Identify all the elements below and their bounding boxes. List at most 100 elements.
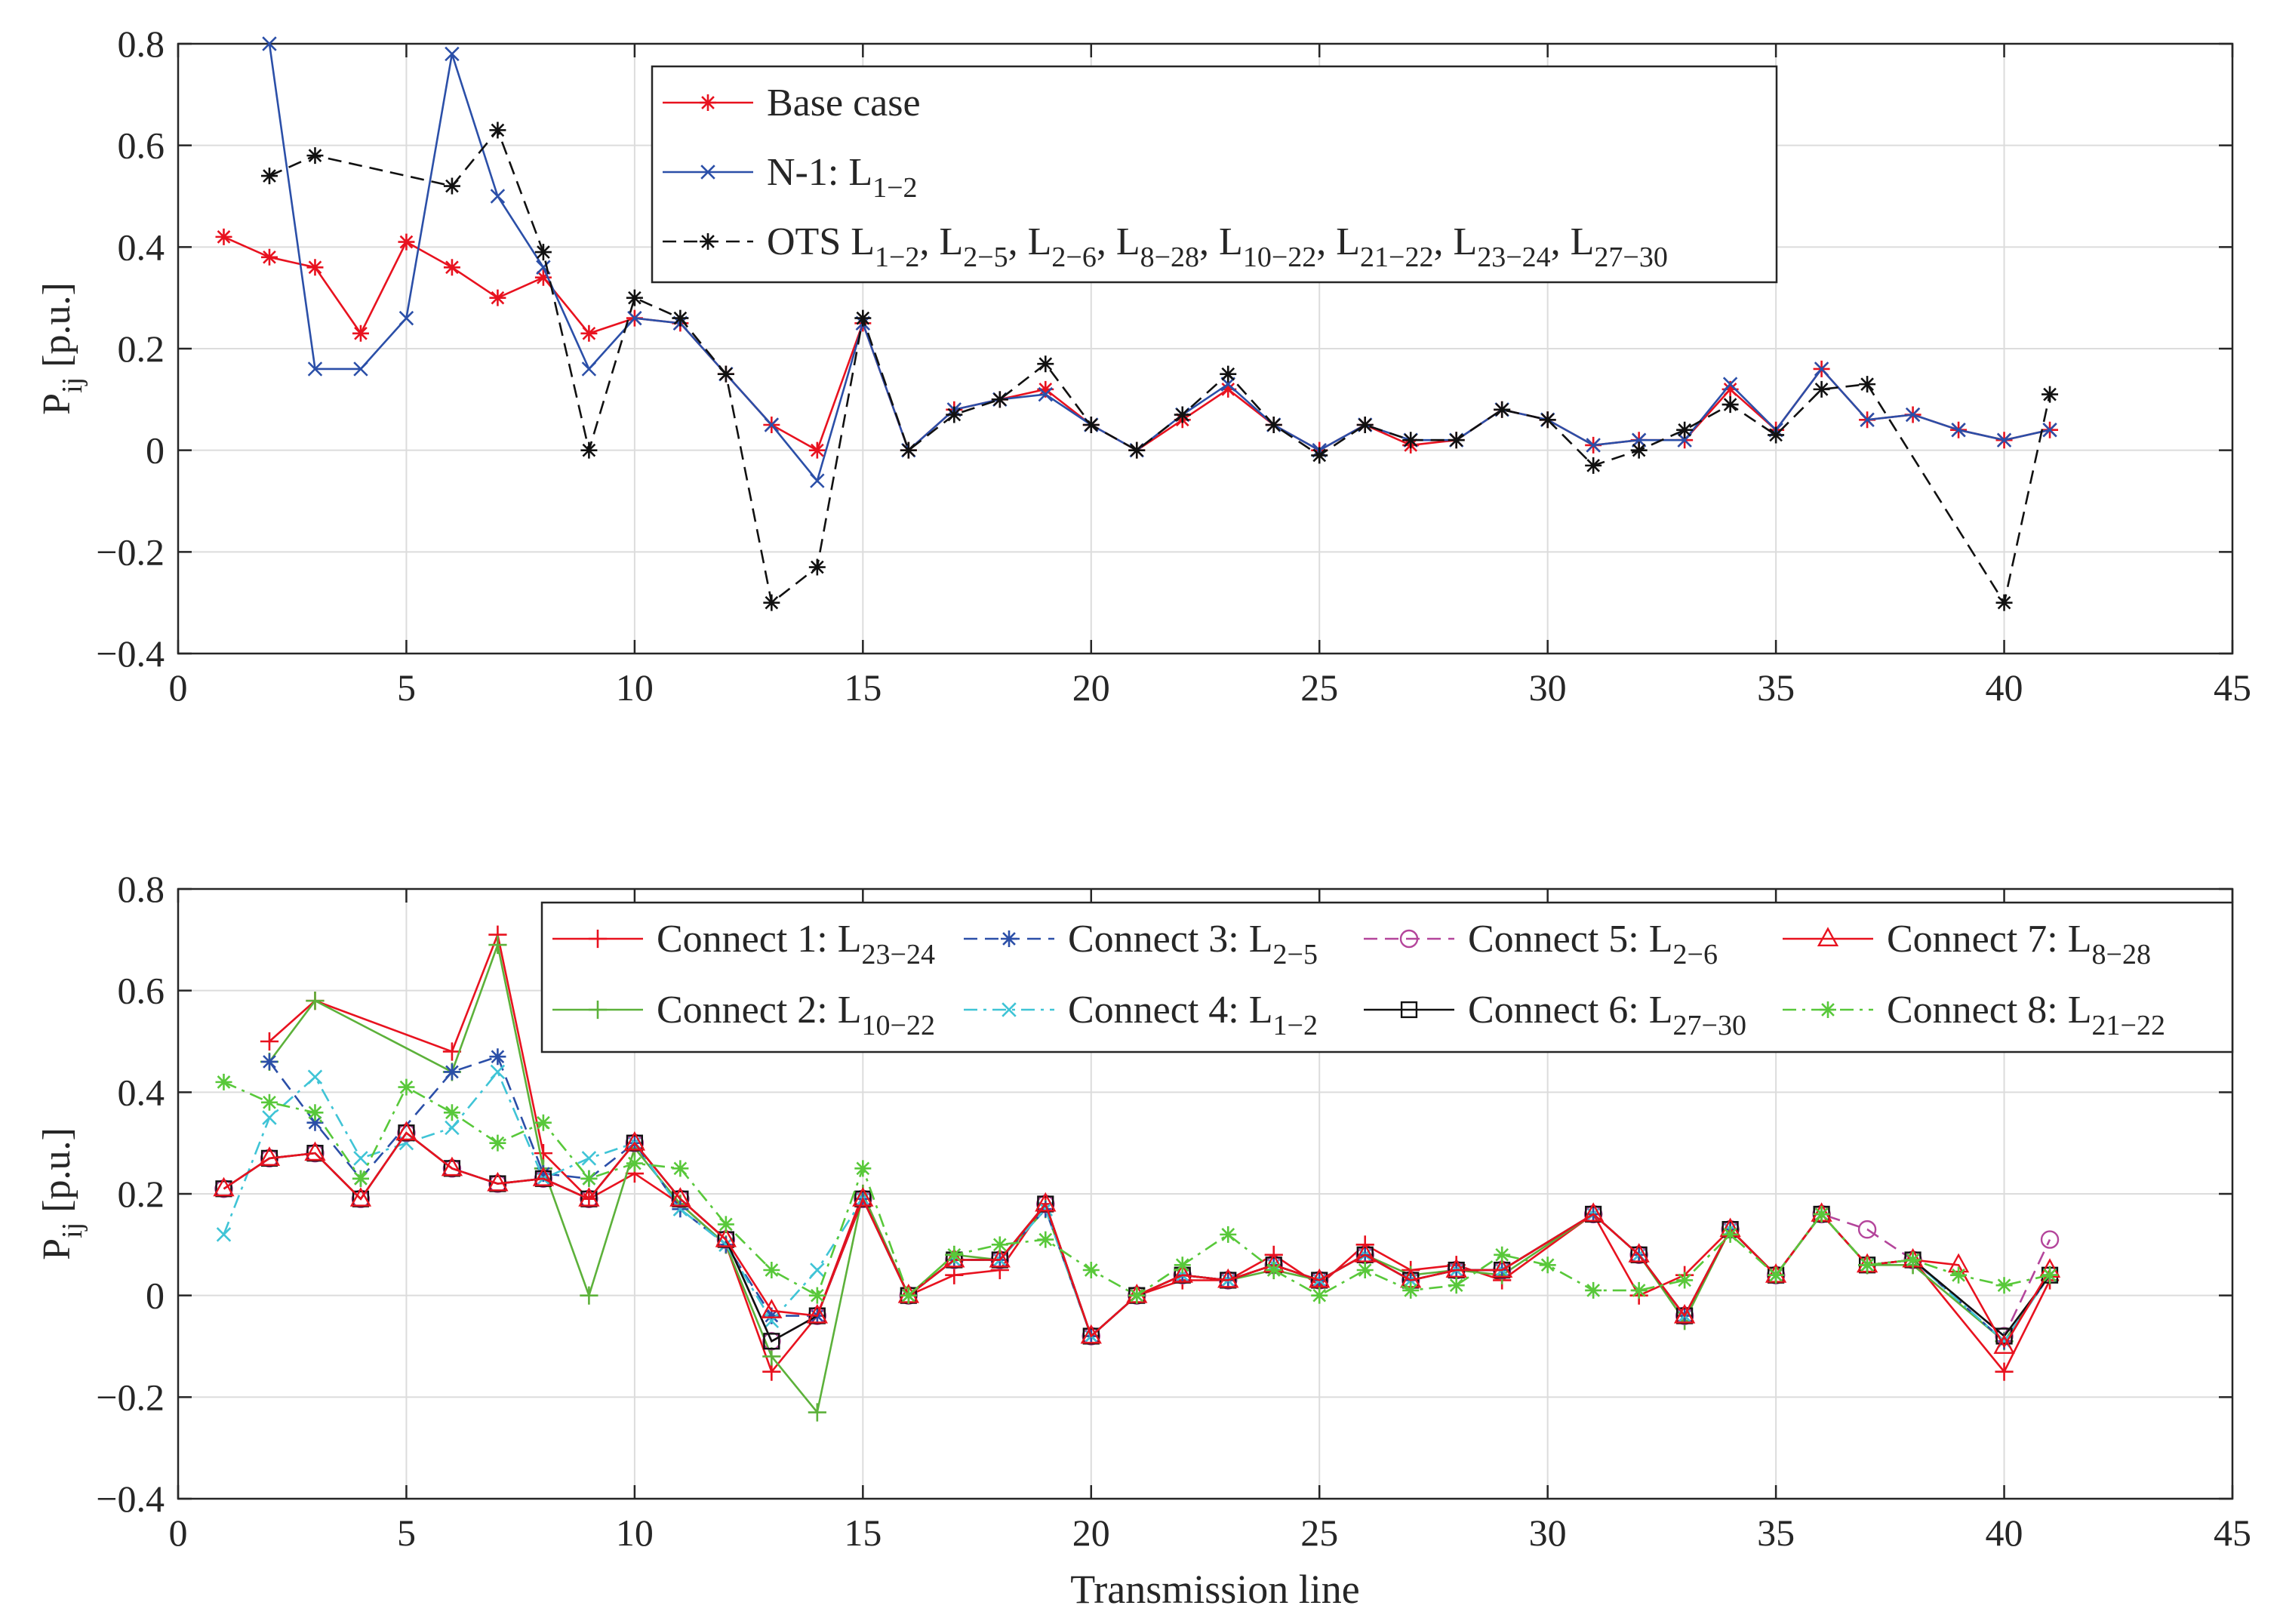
data-point (1995, 594, 2013, 611)
y-axis-label: Pij [p.u.] (35, 282, 88, 415)
data-point (1082, 1262, 1100, 1278)
data-point (808, 1287, 826, 1304)
data-point (1174, 1256, 1191, 1274)
data-point (1860, 412, 1875, 427)
data-point (2040, 1230, 2060, 1249)
data-point (307, 361, 323, 377)
data-point (1674, 1303, 1696, 1324)
data-point (808, 1403, 826, 1422)
data-point (1993, 1334, 2015, 1354)
data-point (1539, 1256, 1556, 1274)
data-point (260, 168, 278, 185)
top-panel: 0 5 10 15 20 25 30 35 40 45 −0.4 −0.2 0 0.2 0.4 0.6 0.8 P… (35, 23, 2251, 709)
data-point (306, 992, 325, 1010)
data-point (1586, 438, 1601, 453)
legend-marker (700, 94, 716, 111)
series-8 (215, 1073, 2059, 1304)
x-tick-label: 20 (1072, 1512, 1110, 1554)
data-point (1630, 441, 1648, 459)
data-point (669, 1187, 691, 1207)
legend-label: Base case (767, 82, 921, 125)
data-point (443, 1063, 460, 1081)
x-tick-label: 25 (1300, 1512, 1338, 1554)
data-point (1402, 432, 1420, 449)
legend-label: N-1: L1−2 (767, 151, 918, 204)
data-point (1309, 1268, 1331, 1288)
y-tick-label: −0.4 (96, 632, 165, 675)
legend-marker (1001, 930, 1017, 947)
x-tick-label: 15 (844, 1512, 882, 1554)
data-point (764, 1313, 780, 1329)
data-point (672, 1160, 689, 1177)
y-tick-label: 0.4 (118, 1071, 165, 1113)
data-point (1037, 380, 1054, 398)
series-3 (260, 121, 2059, 611)
x-tick-label: 40 (1986, 666, 2023, 709)
data-point (1038, 386, 1054, 402)
x-tick-label: 25 (1300, 666, 1338, 709)
data-point (215, 228, 232, 245)
x-tick-label: 0 (169, 1512, 188, 1554)
y-tick-label: 0.4 (118, 226, 165, 268)
legend-label: Connect 6: L27−30 (1468, 989, 1746, 1041)
x-tick-label: 45 (2214, 1512, 2251, 1554)
data-point (854, 309, 872, 327)
data-point (1448, 432, 1465, 449)
data-point (1354, 1243, 1376, 1263)
x-tick-label: 45 (2214, 666, 2251, 709)
legend-marker (1002, 1002, 1017, 1017)
data-point (1494, 401, 1511, 418)
data-point (1220, 1226, 1237, 1243)
data-point (1539, 411, 1556, 429)
data-point (1676, 421, 1694, 438)
data-point (1356, 417, 1374, 433)
y-tick-label: −0.2 (96, 1376, 165, 1418)
data-point (763, 1262, 780, 1278)
data-point (489, 1048, 506, 1066)
data-point (534, 269, 552, 286)
data-point (1082, 417, 1100, 433)
x-tick-label: 0 (169, 666, 188, 709)
data-point (441, 1156, 463, 1176)
data-point (2041, 386, 2059, 403)
data-point (1905, 407, 1921, 423)
data-point (627, 310, 642, 326)
data-point (578, 1187, 600, 1207)
data-point (1857, 1220, 1877, 1239)
data-point (442, 1042, 462, 1061)
legend-marker (588, 929, 608, 949)
y-tick-label: 0.2 (118, 328, 165, 370)
data-point (1950, 1266, 1968, 1284)
data-point (1583, 1202, 1605, 1222)
data-point (810, 473, 825, 488)
legend-label: Connect 4: L1−2 (1068, 989, 1318, 1041)
data-point (806, 1303, 828, 1324)
legend-marker (1399, 929, 1419, 949)
legend-item-4: Connect 4: L1−2 (964, 989, 1318, 1041)
y-tick-label: 0.6 (118, 970, 165, 1012)
data-point (443, 259, 460, 276)
data-point (1585, 457, 1602, 474)
data-point (1311, 447, 1328, 464)
data-point (2042, 423, 2057, 438)
data-point (489, 121, 506, 139)
data-point (260, 1032, 279, 1051)
legend-label: Connect 2: L10−22 (657, 989, 935, 1041)
legend: Base case N-1: L1−2 OTS L1−2, L2−5, L2−6, … (651, 65, 1778, 284)
series-line (269, 128, 2051, 606)
data-point (534, 1114, 552, 1131)
data-point (852, 1187, 874, 1207)
legend-label: Connect 7: L8−28 (1887, 918, 2151, 970)
data-point (1220, 365, 1237, 383)
data-point (991, 391, 1008, 408)
data-point (900, 1287, 917, 1304)
data-point (307, 1069, 323, 1084)
data-point (213, 1176, 235, 1197)
data-point (260, 248, 278, 266)
data-point (534, 1165, 552, 1183)
data-point (1859, 376, 1876, 393)
data-point (1585, 1281, 1602, 1299)
data-point (1038, 1201, 1054, 1216)
data-point (534, 244, 552, 261)
legend-marker (1400, 1001, 1418, 1019)
